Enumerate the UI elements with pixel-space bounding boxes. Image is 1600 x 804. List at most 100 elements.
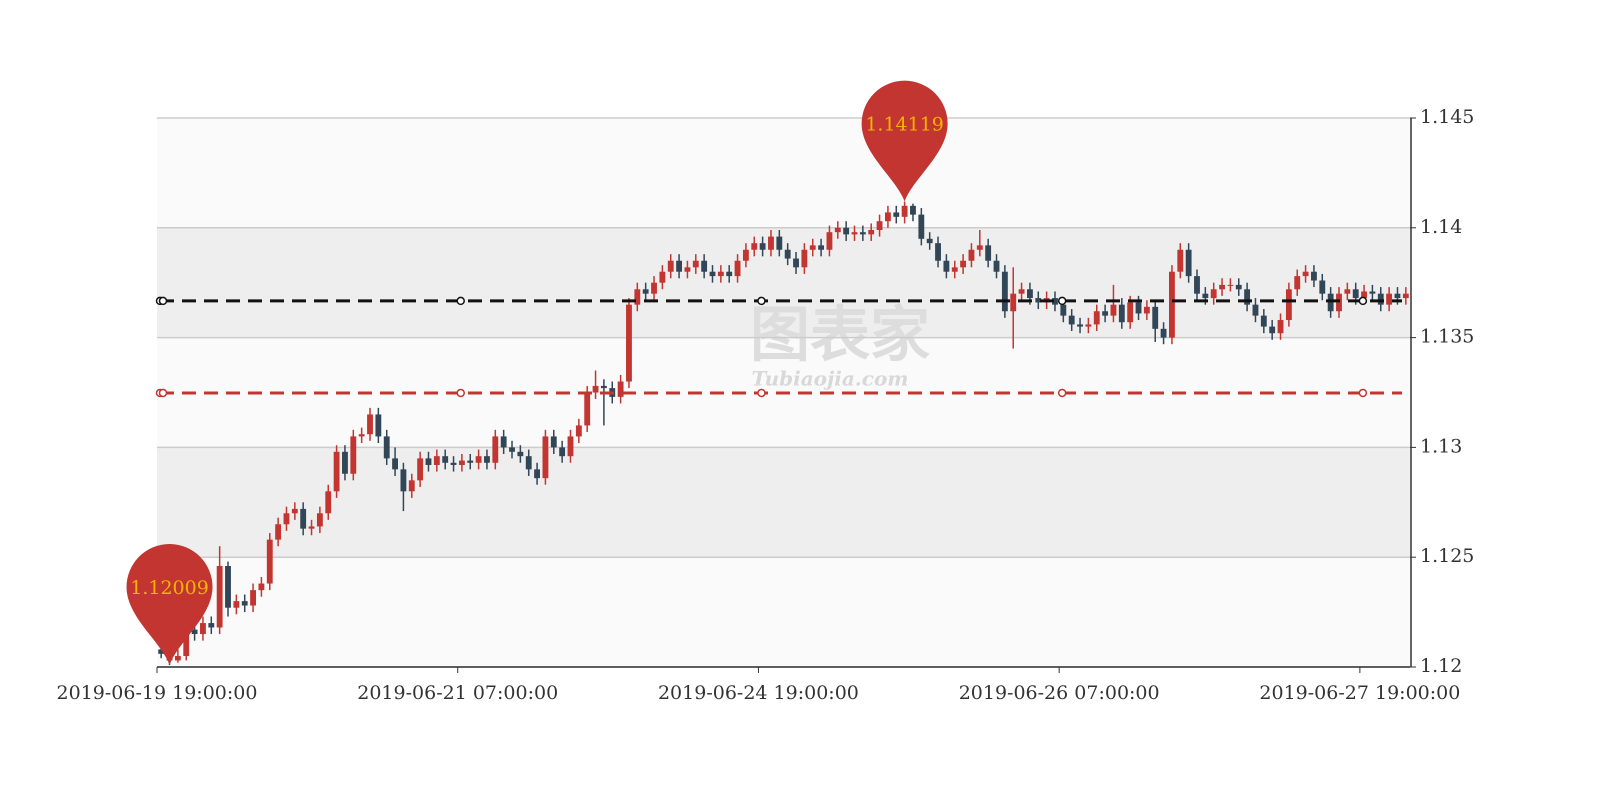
candle-body bbox=[1344, 289, 1351, 294]
candle-body bbox=[1327, 293, 1334, 312]
candle-body bbox=[200, 623, 206, 635]
mark-point-label: 1.12009 bbox=[130, 577, 209, 599]
candle-body bbox=[191, 629, 198, 635]
background bbox=[157, 118, 1410, 667]
candle-body bbox=[1336, 293, 1342, 312]
candle-body bbox=[1093, 311, 1100, 325]
candle-body bbox=[1085, 324, 1092, 327]
split-area bbox=[157, 557, 1410, 667]
candle-body bbox=[467, 460, 474, 463]
mark-line-symbol bbox=[456, 296, 465, 306]
candle-body bbox=[968, 249, 975, 261]
candle-body bbox=[935, 243, 941, 261]
candle-body bbox=[951, 267, 958, 272]
y-tick-label: 1.135 bbox=[1420, 326, 1474, 348]
candle-body bbox=[1143, 306, 1150, 314]
candle-body bbox=[1285, 289, 1292, 321]
candle-body bbox=[651, 282, 657, 294]
candle-body bbox=[826, 232, 833, 250]
candle-body bbox=[450, 462, 457, 465]
candle-body bbox=[876, 221, 883, 230]
candle-body bbox=[367, 414, 373, 435]
candle-body bbox=[509, 447, 515, 452]
candle-body bbox=[960, 260, 967, 268]
candle-body bbox=[500, 436, 507, 448]
candle-body bbox=[559, 447, 566, 457]
candle-body bbox=[1319, 280, 1326, 294]
candle-body bbox=[709, 271, 716, 277]
mark-line-symbol bbox=[757, 296, 766, 306]
y-tick-label: 1.12 bbox=[1420, 655, 1462, 677]
candle-body bbox=[1077, 324, 1083, 327]
candle-body bbox=[1377, 293, 1384, 305]
candle-body bbox=[734, 260, 741, 277]
candle-body bbox=[433, 456, 440, 465]
candle-body bbox=[659, 271, 666, 283]
candle-body bbox=[1068, 315, 1075, 325]
candle-body bbox=[1160, 328, 1167, 338]
candle-body bbox=[358, 434, 365, 437]
candle-body bbox=[1294, 276, 1301, 290]
candle-body bbox=[1219, 284, 1225, 290]
candle-body bbox=[1001, 271, 1008, 312]
candle-body bbox=[1018, 289, 1025, 294]
candle-body bbox=[400, 469, 407, 492]
candle-body bbox=[1210, 289, 1217, 299]
candle-body bbox=[233, 601, 240, 608]
candle-body bbox=[793, 258, 799, 268]
candle-body bbox=[642, 289, 649, 294]
candle-body bbox=[1194, 276, 1200, 294]
candle-body bbox=[291, 508, 298, 514]
candle-body bbox=[684, 267, 691, 272]
candle-body bbox=[584, 392, 591, 426]
candle-body bbox=[717, 271, 724, 277]
mark-point-label: 1.14119 bbox=[865, 114, 944, 136]
candle-body bbox=[1369, 291, 1376, 294]
candle-body bbox=[575, 425, 582, 437]
candle-body bbox=[1277, 320, 1284, 334]
candle-body bbox=[525, 456, 532, 470]
candle-body bbox=[241, 601, 248, 606]
candle-body bbox=[308, 526, 315, 529]
candle-body bbox=[776, 236, 783, 250]
candle-body bbox=[534, 469, 541, 479]
candle-body bbox=[901, 205, 908, 217]
candle-body bbox=[801, 249, 808, 268]
candle-body bbox=[1035, 298, 1042, 303]
candle-body bbox=[1177, 249, 1184, 272]
candle-body bbox=[726, 271, 733, 277]
candle-body bbox=[1352, 289, 1359, 299]
candle-body bbox=[458, 460, 465, 465]
candle-body bbox=[250, 590, 256, 606]
candle-body bbox=[1118, 304, 1125, 323]
candle-body bbox=[1169, 271, 1175, 338]
candle-body bbox=[1010, 293, 1017, 312]
candle-body bbox=[985, 245, 992, 261]
candle-body bbox=[926, 238, 933, 244]
y-tick-label: 1.145 bbox=[1420, 106, 1474, 128]
candle-body bbox=[417, 458, 424, 481]
candle-body bbox=[442, 456, 449, 463]
candle-body bbox=[383, 436, 390, 459]
mark-line-symbol bbox=[158, 296, 168, 306]
candle-body bbox=[550, 436, 557, 448]
candle-body bbox=[1110, 304, 1117, 316]
candle-body bbox=[976, 245, 983, 250]
candle-body bbox=[1269, 326, 1276, 334]
candle-body bbox=[158, 649, 165, 654]
candle-body bbox=[208, 623, 215, 628]
mark-line-symbol bbox=[1057, 296, 1067, 306]
candle-body bbox=[1227, 284, 1234, 286]
candle-body bbox=[283, 513, 290, 525]
split-area bbox=[157, 447, 1410, 558]
candle-body bbox=[818, 245, 825, 250]
candle-body bbox=[492, 436, 499, 463]
candle-body bbox=[392, 458, 398, 470]
candle-body bbox=[626, 304, 632, 382]
candle-body bbox=[1311, 271, 1317, 281]
candle-body bbox=[484, 456, 490, 463]
candle-body bbox=[1060, 304, 1067, 316]
candle-body bbox=[692, 260, 699, 268]
